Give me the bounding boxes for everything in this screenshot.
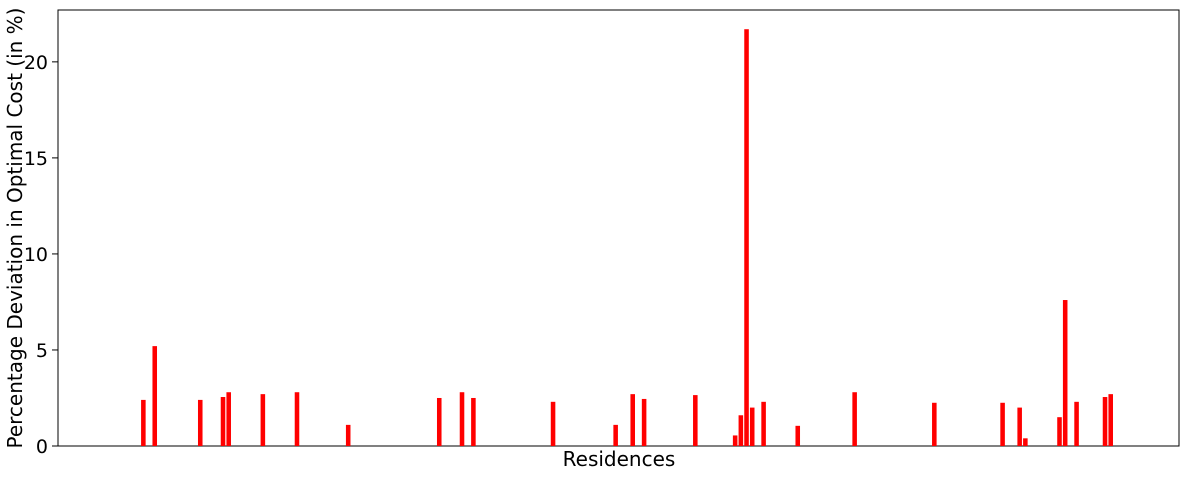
bar bbox=[197, 399, 203, 446]
bar bbox=[1062, 300, 1068, 446]
bar bbox=[744, 29, 749, 447]
bar bbox=[260, 394, 266, 446]
bar bbox=[630, 394, 635, 446]
bar bbox=[1108, 394, 1113, 446]
bar bbox=[1017, 407, 1022, 446]
bar bbox=[1102, 397, 1108, 446]
bar bbox=[732, 435, 738, 446]
bar bbox=[641, 398, 647, 446]
bar bbox=[459, 392, 465, 446]
bar bbox=[220, 397, 226, 446]
bar bbox=[141, 399, 146, 446]
bar bbox=[761, 401, 766, 446]
y-axis-label: Percentage Deviation in Optimal Cost (in… bbox=[3, 8, 27, 449]
bar bbox=[294, 392, 300, 446]
y-tick-label: 5 bbox=[36, 340, 48, 362]
y-tick-label: 0 bbox=[36, 436, 48, 458]
bar bbox=[795, 425, 801, 446]
bar bbox=[738, 415, 744, 446]
y-tick-label: 10 bbox=[24, 244, 48, 266]
bar bbox=[1023, 438, 1028, 446]
bar bbox=[226, 392, 231, 446]
bar bbox=[852, 392, 857, 446]
plot-area bbox=[57, 9, 1180, 447]
bar bbox=[1057, 417, 1062, 446]
y-tick-label: 20 bbox=[24, 52, 48, 74]
bars-group bbox=[141, 29, 1113, 447]
y-axis: 0 5 10 15 20 bbox=[24, 52, 58, 458]
x-axis-label: Residences bbox=[563, 447, 676, 471]
bar bbox=[693, 395, 698, 446]
bar bbox=[550, 401, 556, 446]
bar bbox=[1074, 401, 1079, 446]
bar bbox=[932, 402, 937, 446]
bar bbox=[613, 424, 618, 446]
bar bbox=[345, 424, 351, 446]
bar bbox=[152, 346, 158, 446]
bar bbox=[471, 397, 476, 446]
bar bbox=[436, 397, 442, 446]
bar bbox=[749, 407, 755, 446]
bar bbox=[1000, 402, 1005, 446]
y-tick-label: 15 bbox=[24, 148, 48, 170]
